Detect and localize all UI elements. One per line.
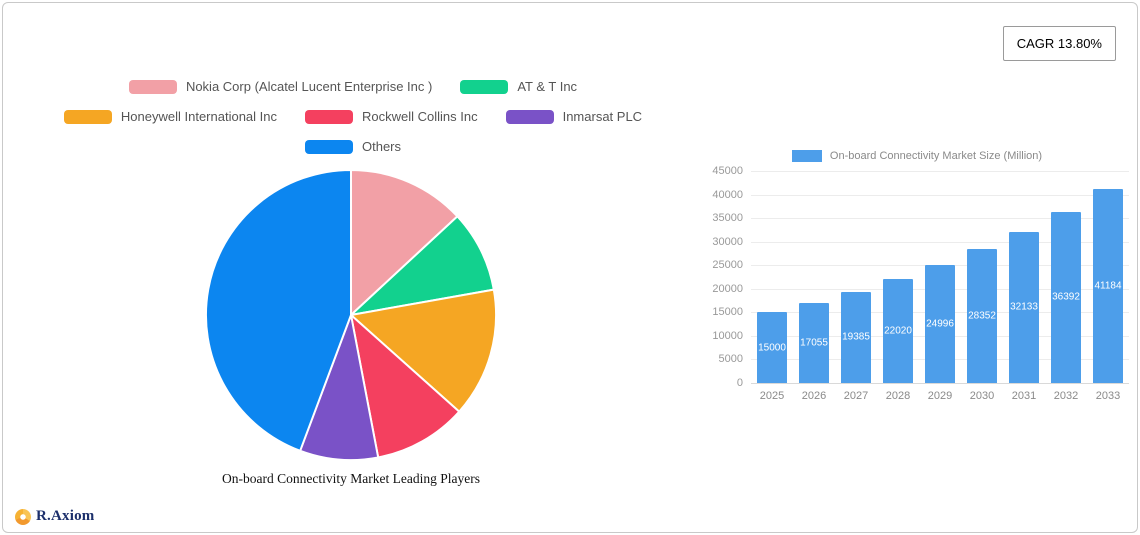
x-tick-label: 2025 [759, 390, 785, 402]
bar: 22020 [883, 279, 913, 383]
legend-label: AT & T Inc [517, 79, 578, 94]
pie-legend-item: AT & T Inc [460, 79, 577, 95]
bars: 15000 17055 19385 22020 24996 28352 32133 36392… [751, 171, 1129, 383]
x-tick-label: 2030 [969, 390, 995, 402]
legend-swatch [305, 110, 353, 124]
x-tick-label: 2032 [1053, 390, 1079, 402]
x-tick-label: 2028 [885, 390, 911, 402]
y-tick-label: 25000 [712, 259, 743, 272]
bar-value-label: 17055 [800, 337, 828, 349]
bar-value-label: 28352 [968, 310, 996, 322]
y-tick-label: 20000 [712, 282, 743, 295]
y-tick-label: 40000 [712, 188, 743, 201]
x-tick-label: 2033 [1095, 390, 1121, 402]
bar-legend: On-board Connectivity Market Size (Milli… [705, 150, 1129, 162]
x-axis-line [751, 383, 1129, 384]
bar: 17055 [799, 302, 829, 383]
y-tick-label: 45000 [712, 165, 743, 177]
bar-value-label: 41184 [1094, 280, 1122, 292]
legend-swatch [128, 80, 177, 94]
bar-value-label: 19385 [842, 331, 870, 343]
bar-value-label: 15000 [758, 342, 786, 354]
bar: 41184 [1093, 189, 1123, 383]
legend-swatch [505, 110, 554, 124]
bar-value-label: 22020 [884, 325, 912, 337]
brand-logo-icon [15, 508, 31, 525]
legend-swatch [460, 80, 509, 94]
pie-slice [204, 168, 352, 452]
pie-slice [350, 314, 461, 459]
bar-cell: 28352 [961, 171, 1003, 383]
legend-label: Others [361, 139, 401, 154]
pie-legend: Nokia Corp (Alcatel Lucent Enterprise In… [33, 79, 673, 155]
bar-chart: On-board Connectivity Market Size (Milli… [705, 150, 1129, 402]
bar: 19385 [841, 291, 871, 383]
x-tick-label: 2031 [1011, 390, 1037, 402]
legend-label: Inmarsat PLC [562, 109, 643, 124]
pie-legend-item: Rockwell Collins Inc [305, 109, 478, 125]
pie-slice [350, 168, 459, 316]
legend-swatch [304, 140, 353, 154]
bar: 32133 [1009, 231, 1039, 383]
y-tick-label: 0 [736, 377, 743, 389]
bar-cell: 22020 [877, 171, 919, 383]
pie-slice [350, 288, 498, 413]
cagr-badge: CAGR 13.80% [1002, 26, 1116, 61]
bar-cell: 19385 [835, 171, 877, 383]
legend-swatch [63, 110, 112, 124]
gridline [751, 241, 1129, 243]
gridline [751, 218, 1129, 220]
pie-title: On-board Connectivity Market Leading Pla… [222, 471, 480, 486]
bar-legend-swatch [791, 150, 822, 162]
bar: 24996 [925, 265, 955, 383]
bar-cell: 32133 [1003, 171, 1045, 383]
y-tick-label: 5000 [718, 353, 743, 366]
y-tick-label: 10000 [712, 329, 743, 342]
gridline [751, 171, 1129, 172]
pie-legend-item: Others [304, 139, 401, 155]
x-axis-labels: 2025 2026 2027 2028 2029 2030 2031 2032 2033 [751, 390, 1129, 402]
pie-legend-item: Nokia Corp (Alcatel Lucent Enterprise In… [128, 79, 433, 95]
bar-value-label: 32133 [1010, 301, 1038, 313]
y-tick-label: 30000 [712, 235, 743, 248]
bar-cell: 24996 [919, 171, 961, 383]
brand-logo: R.Axiom [15, 508, 94, 525]
pie-legend-item: Inmarsat PLC [505, 109, 643, 125]
x-tick-label: 2026 [801, 390, 827, 402]
bar-cell: 41184 [1087, 171, 1129, 383]
pie-legend-item: Honeywell International Inc [63, 109, 277, 125]
legend-label: Rockwell Collins Inc [362, 109, 478, 124]
bar: 36392 [1051, 211, 1081, 383]
x-tick-label: 2029 [927, 390, 953, 402]
x-tick-label: 2027 [843, 390, 869, 402]
legend-label: Nokia Corp (Alcatel Lucent Enterprise In… [185, 79, 433, 94]
pie-slice [350, 215, 495, 316]
brand-logo-text: R.Axiom [36, 508, 95, 524]
bar-cell: 15000 [751, 171, 793, 383]
bar-cell: 36392 [1045, 171, 1087, 383]
bar: 15000 [757, 312, 787, 383]
bar-value-label: 36392 [1052, 291, 1080, 303]
bar-plot: 0 5000 10000 15000 20000 25000 30000 35000 40000… [712, 165, 1129, 389]
gridline [751, 194, 1129, 196]
y-tick-label: 15000 [712, 306, 743, 319]
bar-legend-label: On-board Connectivity Market Size (Milli… [829, 150, 1043, 162]
y-tick-label: 35000 [712, 212, 743, 225]
pie-chart [203, 167, 499, 463]
bar: 28352 [967, 249, 997, 383]
bar-cell: 17055 [793, 171, 835, 383]
legend-label: Honeywell International Inc [120, 109, 277, 124]
bar-value-label: 24996 [926, 318, 954, 330]
pie-chart-svg [204, 168, 498, 462]
